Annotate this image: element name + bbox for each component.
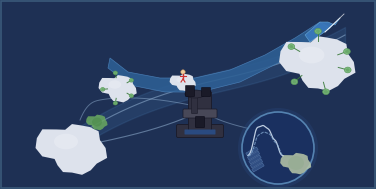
FancyBboxPatch shape bbox=[252, 163, 264, 172]
Polygon shape bbox=[99, 75, 137, 102]
Ellipse shape bbox=[346, 68, 350, 72]
Polygon shape bbox=[86, 115, 108, 130]
Circle shape bbox=[242, 112, 314, 184]
Ellipse shape bbox=[129, 94, 133, 98]
FancyBboxPatch shape bbox=[188, 91, 211, 130]
Ellipse shape bbox=[185, 90, 205, 98]
Ellipse shape bbox=[345, 50, 349, 53]
Ellipse shape bbox=[288, 156, 304, 170]
Polygon shape bbox=[279, 36, 355, 91]
FancyBboxPatch shape bbox=[191, 92, 197, 114]
Ellipse shape bbox=[290, 45, 293, 48]
Polygon shape bbox=[197, 127, 203, 136]
Polygon shape bbox=[108, 22, 330, 92]
Ellipse shape bbox=[102, 88, 104, 90]
Ellipse shape bbox=[299, 47, 324, 63]
FancyBboxPatch shape bbox=[176, 125, 223, 138]
FancyBboxPatch shape bbox=[249, 155, 261, 164]
Ellipse shape bbox=[324, 90, 328, 93]
Ellipse shape bbox=[176, 77, 185, 82]
Polygon shape bbox=[305, 18, 340, 42]
Circle shape bbox=[238, 108, 318, 188]
Ellipse shape bbox=[130, 95, 132, 97]
Ellipse shape bbox=[113, 71, 117, 75]
FancyBboxPatch shape bbox=[185, 129, 215, 135]
Ellipse shape bbox=[130, 79, 132, 81]
Ellipse shape bbox=[315, 28, 321, 34]
Ellipse shape bbox=[114, 72, 117, 74]
Polygon shape bbox=[170, 74, 196, 91]
Ellipse shape bbox=[100, 88, 105, 91]
Ellipse shape bbox=[344, 67, 351, 73]
FancyBboxPatch shape bbox=[247, 151, 260, 160]
Ellipse shape bbox=[288, 44, 295, 50]
Circle shape bbox=[181, 70, 185, 74]
Ellipse shape bbox=[113, 101, 117, 105]
FancyBboxPatch shape bbox=[185, 85, 194, 97]
Polygon shape bbox=[35, 124, 107, 175]
Ellipse shape bbox=[129, 78, 133, 82]
FancyBboxPatch shape bbox=[196, 116, 205, 128]
Ellipse shape bbox=[293, 80, 296, 84]
Ellipse shape bbox=[291, 79, 298, 85]
Polygon shape bbox=[280, 153, 311, 174]
FancyBboxPatch shape bbox=[202, 88, 211, 97]
Ellipse shape bbox=[323, 89, 329, 95]
FancyBboxPatch shape bbox=[246, 147, 258, 156]
Ellipse shape bbox=[54, 134, 78, 149]
Ellipse shape bbox=[108, 80, 121, 89]
FancyBboxPatch shape bbox=[183, 109, 217, 118]
Ellipse shape bbox=[316, 29, 320, 33]
Ellipse shape bbox=[114, 102, 117, 104]
FancyBboxPatch shape bbox=[250, 159, 263, 168]
Ellipse shape bbox=[92, 118, 102, 126]
Ellipse shape bbox=[344, 49, 350, 54]
